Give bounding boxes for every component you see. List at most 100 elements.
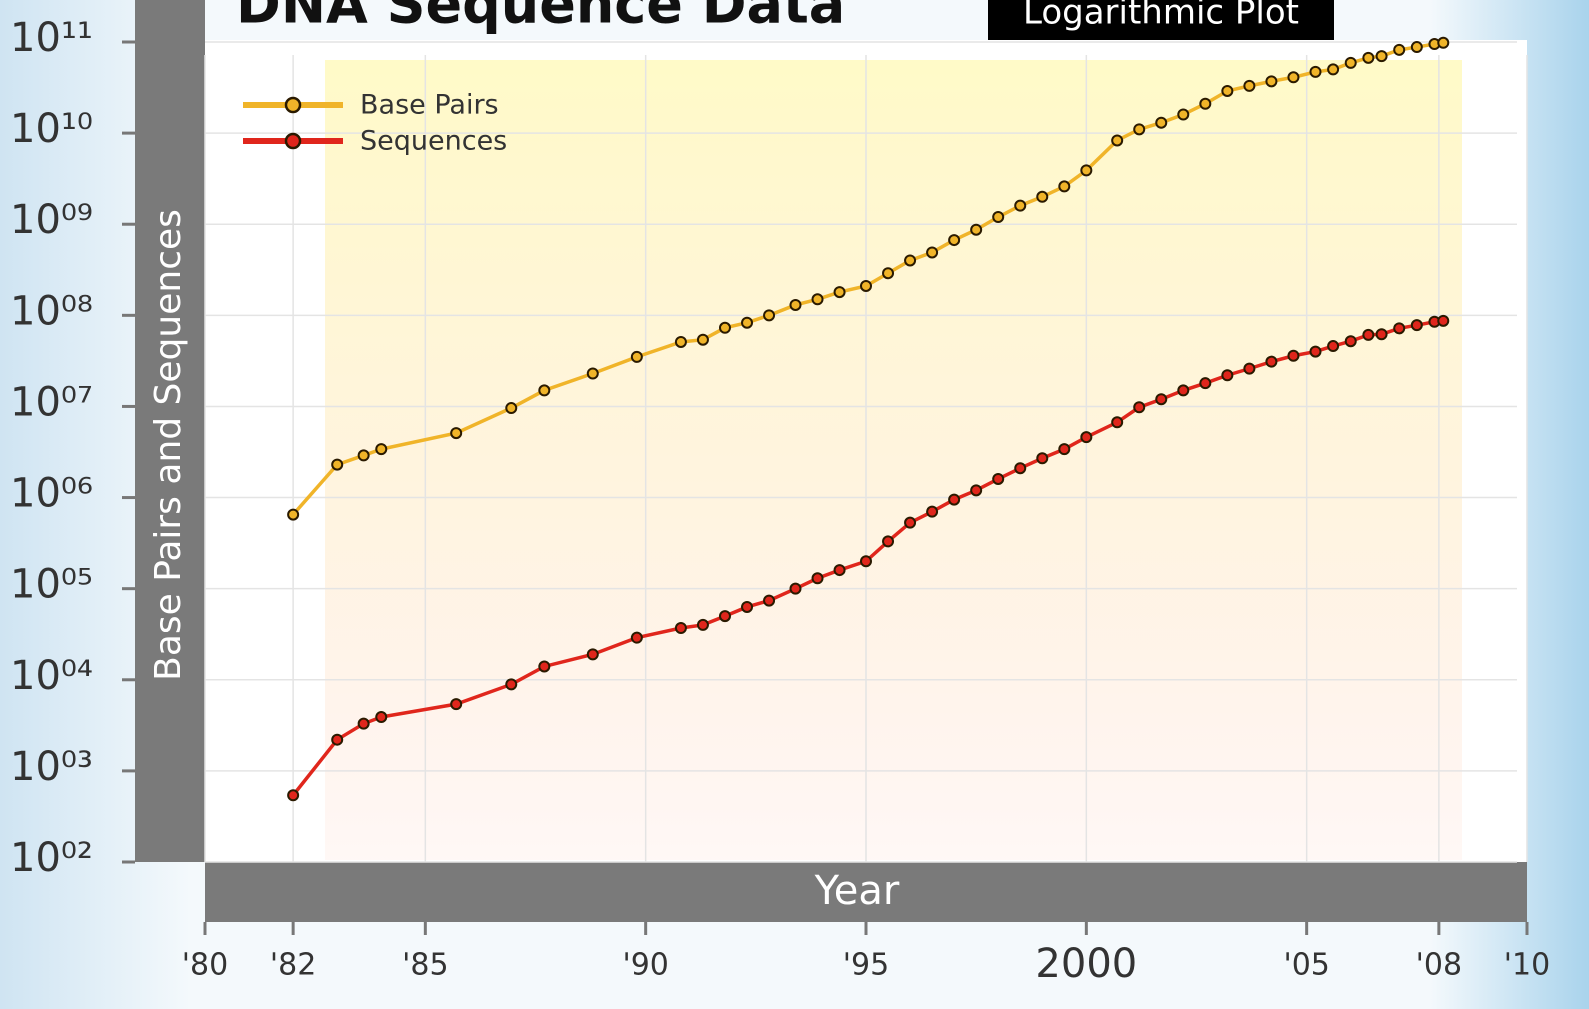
plot-decoration [325, 60, 1462, 860]
data-point [1081, 165, 1091, 175]
y-axis-label: Base Pairs and Sequences [148, 209, 189, 681]
data-point [1328, 64, 1338, 74]
data-point [1015, 201, 1025, 211]
data-point [835, 287, 845, 297]
y-tick-label: 10⁰³ [10, 744, 93, 790]
data-point [451, 699, 461, 709]
data-point [790, 584, 800, 594]
data-point [764, 596, 774, 606]
legend-marker [286, 134, 300, 148]
data-point [1363, 53, 1373, 63]
data-point [1288, 351, 1298, 361]
data-point [949, 235, 959, 245]
data-point [742, 318, 752, 328]
data-point [993, 212, 1003, 222]
data-point [332, 735, 342, 745]
x-axis-label: Year [814, 868, 900, 914]
data-point [1346, 336, 1356, 346]
data-point [927, 507, 937, 517]
data-point [632, 352, 642, 362]
legend-label: Base Pairs [360, 90, 499, 121]
data-point [506, 679, 516, 689]
data-point [451, 428, 461, 438]
data-point [813, 573, 823, 583]
y-tick-label: 10⁰⁶ [10, 471, 93, 517]
data-point [1037, 453, 1047, 463]
data-point [1222, 370, 1232, 380]
data-point [1346, 58, 1356, 68]
data-point [835, 565, 845, 575]
data-point [813, 294, 823, 304]
data-point [1156, 394, 1166, 404]
data-point [288, 510, 298, 520]
data-point [1244, 81, 1254, 91]
data-point [1081, 432, 1091, 442]
data-point [1200, 378, 1210, 388]
data-point [927, 247, 937, 257]
legend-marker [286, 98, 300, 112]
data-point [539, 385, 549, 395]
data-point [1377, 329, 1387, 339]
data-point [1394, 323, 1404, 333]
data-point [698, 335, 708, 345]
data-point [698, 620, 708, 630]
x-tick-label: '90 [622, 948, 668, 983]
data-point [588, 649, 598, 659]
data-point [905, 518, 915, 528]
data-point [883, 268, 893, 278]
data-point [1134, 124, 1144, 134]
data-point [376, 712, 386, 722]
data-point [1412, 320, 1422, 330]
data-point [588, 368, 598, 378]
data-point [1438, 38, 1448, 48]
data-point [359, 719, 369, 729]
data-point [1377, 51, 1387, 61]
data-point [1310, 347, 1320, 357]
data-point [742, 602, 752, 612]
x-tick-label: '10 [1504, 948, 1550, 983]
x-tick-label: '08 [1416, 948, 1462, 983]
y-tick-label: 10¹⁰ [10, 106, 93, 152]
data-point [1222, 86, 1232, 96]
data-point [1394, 45, 1404, 55]
y-tick-label: 10⁰⁴ [10, 653, 93, 699]
data-point [1328, 341, 1338, 351]
data-point [971, 225, 981, 235]
x-tick-label: '05 [1283, 948, 1329, 983]
data-point [676, 337, 686, 347]
data-point [539, 661, 549, 671]
data-point [1112, 417, 1122, 427]
y-tick-label: 10⁰² [10, 835, 93, 881]
data-point [861, 281, 871, 291]
data-point [764, 310, 774, 320]
data-point [376, 444, 386, 454]
data-point [676, 623, 686, 633]
y-tick-label: 10⁰⁵ [10, 562, 93, 608]
data-point [790, 300, 800, 310]
data-point [1134, 402, 1144, 412]
data-point [1015, 463, 1025, 473]
data-point [1178, 110, 1188, 120]
data-point [1363, 330, 1373, 340]
x-tick-label: '82 [270, 948, 316, 983]
data-point [949, 495, 959, 505]
data-point [1266, 357, 1276, 367]
data-point [971, 485, 981, 495]
data-point [1200, 99, 1210, 109]
data-point [359, 450, 369, 460]
data-point [288, 790, 298, 800]
data-point [1112, 135, 1122, 145]
data-point [1412, 42, 1422, 52]
data-point [861, 556, 871, 566]
data-point [720, 611, 730, 621]
subtitle: Logarithmic Plot [1023, 0, 1299, 33]
data-point [1310, 67, 1320, 77]
data-point [993, 474, 1003, 484]
data-point [1244, 364, 1254, 374]
legend-label: Sequences [360, 126, 507, 157]
data-point [1059, 181, 1069, 191]
y-tick-label: 10⁰⁸ [10, 288, 93, 334]
data-point [1288, 72, 1298, 82]
x-tick-label: '80 [182, 948, 228, 983]
chart: DNA Sequence Data Logarithmic Plot Year … [0, 0, 1589, 1009]
